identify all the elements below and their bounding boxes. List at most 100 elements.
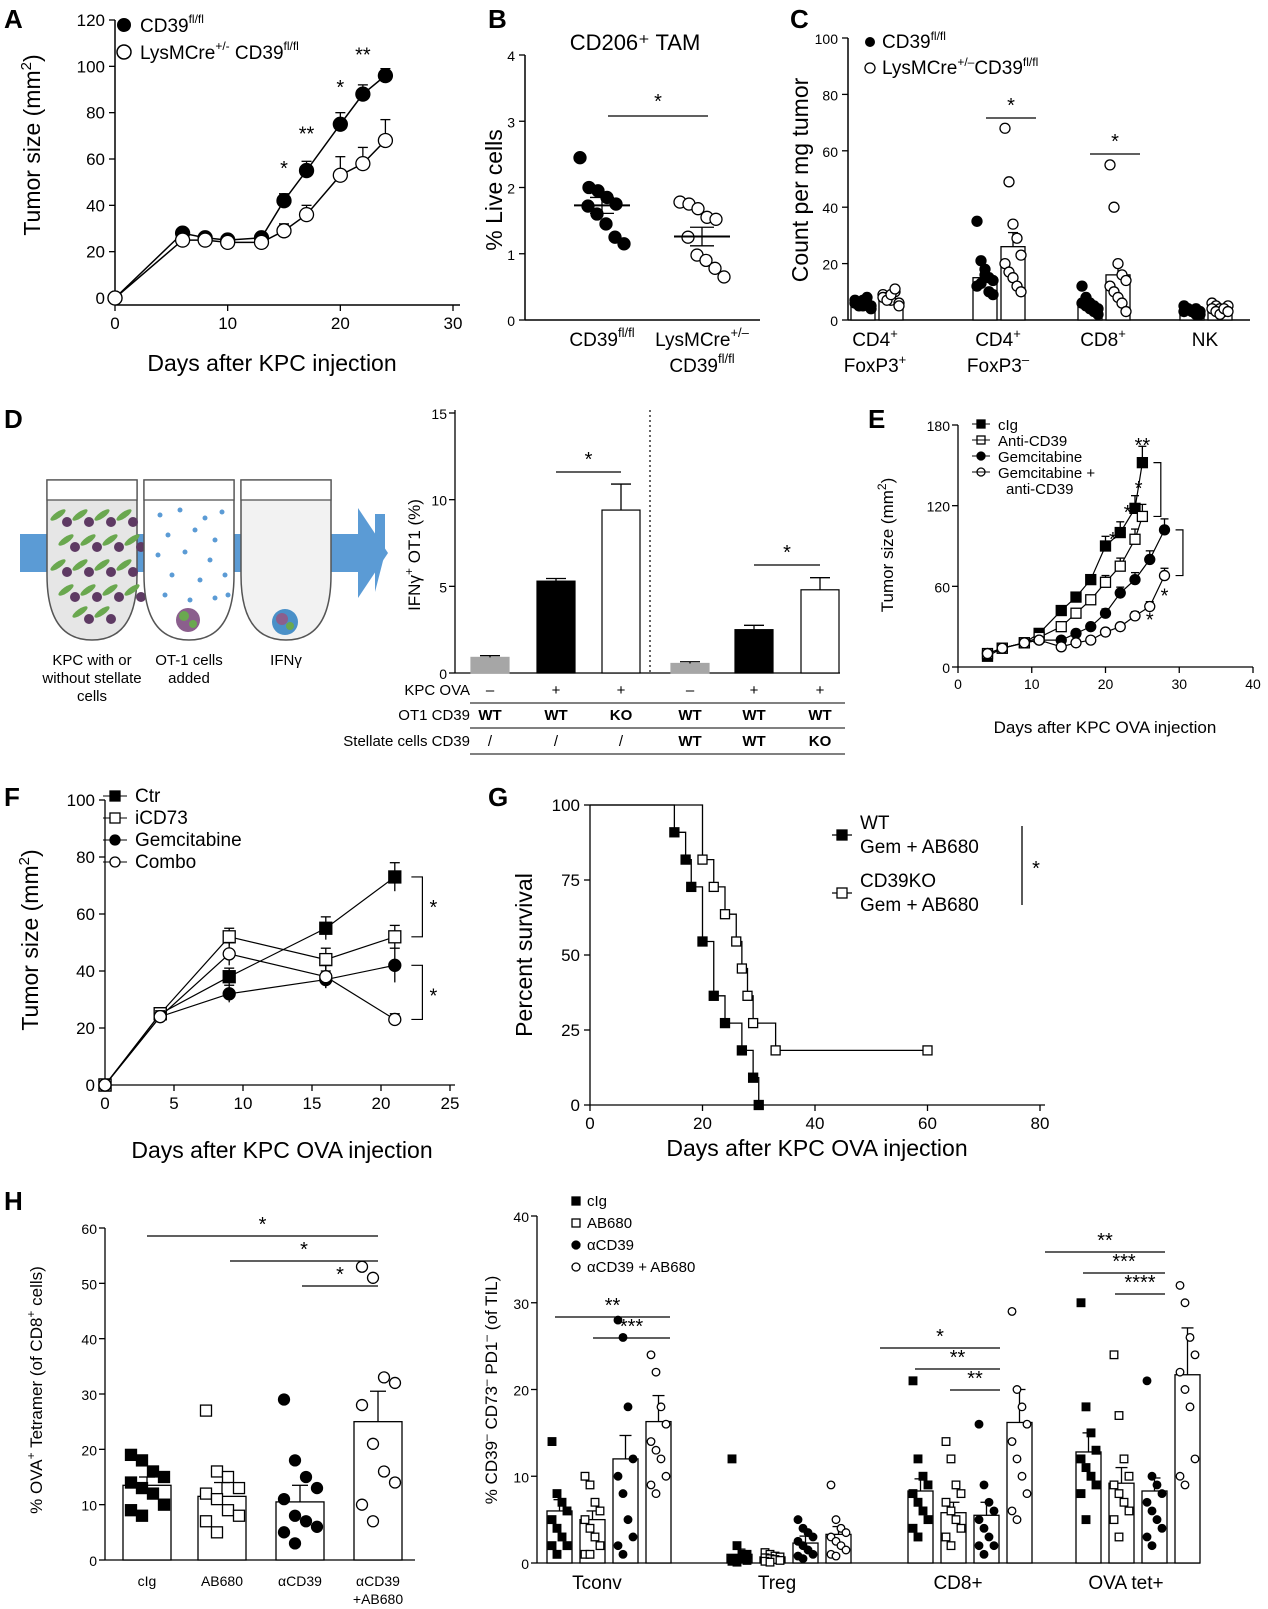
- kpc-cell: [92, 592, 102, 602]
- data-point: [979, 269, 991, 281]
- panel-b-cat-1: CD39fl/fl: [569, 325, 634, 351]
- data-point: [1007, 1306, 1017, 1316]
- data-point: [1017, 1471, 1027, 1481]
- data-point: [613, 1471, 623, 1481]
- significance-star: *: [1146, 610, 1154, 632]
- significance-star: *: [1124, 502, 1132, 524]
- data-point: [585, 1523, 595, 1533]
- y-tick-label: 4: [507, 48, 515, 64]
- y-tick-label: 80: [822, 87, 838, 103]
- y-tick-label: 15: [431, 406, 447, 422]
- data-point: [124, 1476, 138, 1489]
- data-point: [987, 288, 999, 301]
- y-tick-label: 0: [521, 1556, 529, 1572]
- data-point: [1085, 573, 1097, 586]
- data-point: [618, 1489, 628, 1499]
- data-point: [288, 1509, 302, 1522]
- panel-g-ylabel: Percent survival: [511, 873, 537, 1037]
- significance-star: *: [783, 542, 791, 564]
- series-line: [104, 964, 395, 1086]
- data-point: [913, 1532, 923, 1542]
- legend-marker: [836, 829, 848, 841]
- data-point: [199, 1487, 213, 1500]
- data-point: [1119, 1497, 1129, 1507]
- data-point: [590, 1532, 600, 1542]
- data-point: [1124, 1471, 1134, 1481]
- x-tick-label: 60: [918, 1114, 937, 1133]
- significance-star: *: [1032, 858, 1040, 880]
- data-point: [908, 1523, 918, 1533]
- kpc-cell: [92, 542, 102, 552]
- data-point: [623, 1515, 633, 1525]
- significance-star: *: [1007, 95, 1015, 117]
- y-tick-label: 50: [81, 1276, 97, 1292]
- panel-d-condition-table: KPC OVA – + + – + +OT1 CD39 WT WT KO WT WT WTStellat…: [343, 682, 845, 755]
- table-cell: +: [816, 682, 825, 699]
- data-point: [617, 237, 631, 251]
- data-point: [222, 947, 236, 961]
- data-point: [628, 1532, 638, 1542]
- data-point: [646, 1350, 656, 1360]
- data-point: [1194, 305, 1206, 318]
- data-point: [332, 167, 348, 183]
- data-point: [719, 909, 731, 920]
- data-point: [1022, 1419, 1032, 1429]
- data-point: [1136, 510, 1149, 523]
- data-point: [220, 234, 236, 251]
- panel-a-legend: CD39fl/fl LysMCre+/- CD39fl/fl: [116, 12, 299, 64]
- data-point: [174, 232, 191, 248]
- bar: [670, 662, 710, 674]
- data-point: [552, 1549, 562, 1559]
- y-tick-label: 0: [96, 289, 105, 308]
- data-point: [1114, 560, 1126, 572]
- x-tick-label: +AB680: [353, 1591, 403, 1607]
- table-row-label: KPC OVA: [404, 682, 470, 699]
- ot1-cell: [207, 557, 213, 563]
- data-point: [124, 1504, 138, 1517]
- table-cell: WT: [742, 733, 765, 750]
- y-tick-label: 10: [431, 493, 447, 509]
- panel-label-e: E: [868, 404, 885, 434]
- panel-f-xlabel: Days after KPC OVA injection: [131, 1137, 432, 1163]
- data-point: [1129, 533, 1141, 545]
- legend-marker-open-circle: [116, 44, 132, 60]
- y-tick-label: 40: [81, 1332, 97, 1348]
- data-point: [146, 1465, 160, 1478]
- panel-c-cat-2a: CD4+: [975, 326, 1021, 351]
- panel-d-ylabel: IFNγ+ OT1 (%): [402, 499, 424, 611]
- data-point: [923, 1515, 933, 1525]
- data-point: [1086, 1471, 1096, 1481]
- tumor-spheroid: [176, 608, 200, 632]
- y-tick-label: 60: [81, 1221, 97, 1237]
- data-point: [388, 930, 402, 944]
- ot1-cell: [225, 592, 231, 598]
- data-point: [222, 987, 236, 1001]
- legend-label: Gem + AB680: [860, 895, 979, 916]
- data-point: [808, 1532, 818, 1542]
- panel-c-cat-1b: FoxP3+: [844, 352, 907, 377]
- data-point: [656, 1402, 666, 1412]
- y-tick-label: 80: [76, 848, 95, 867]
- data-point: [618, 1549, 628, 1559]
- data-point: [1114, 1489, 1124, 1499]
- data-point: [1033, 634, 1045, 646]
- significance-star: *: [430, 897, 438, 919]
- data-point: [1070, 591, 1082, 603]
- data-point: [552, 1489, 562, 1499]
- data-point: [1076, 1298, 1086, 1308]
- diagram-label-3: IFNγ: [270, 652, 302, 669]
- data-point: [1142, 1376, 1152, 1386]
- data-point: [377, 67, 394, 84]
- data-point: [753, 1099, 764, 1111]
- x-tick-label: 10: [234, 1094, 253, 1113]
- data-point: [798, 1554, 808, 1564]
- legend-label: Gemcitabine: [998, 449, 1082, 466]
- data-point: [984, 1532, 994, 1542]
- data-point: [1120, 305, 1132, 318]
- kpc-cell: [62, 567, 72, 577]
- data-point: [277, 1526, 291, 1539]
- significance-star: **: [299, 123, 315, 145]
- data-point: [956, 1489, 966, 1499]
- data-point: [971, 215, 983, 227]
- data-point: [585, 1480, 595, 1490]
